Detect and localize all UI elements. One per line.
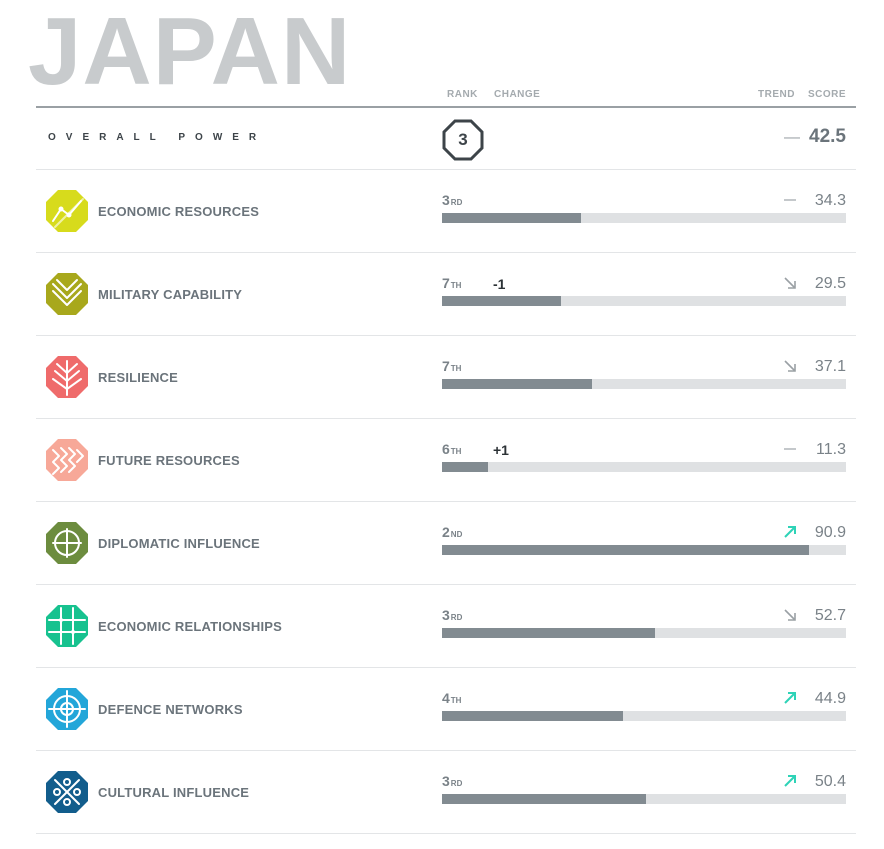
measure-rank: 7TH [442,275,462,291]
overall-rank-badge: 3 [442,119,484,161]
measure-row-resilience[interactable]: RESILIENCE 7TH 37.1 [36,336,856,419]
measure-label: FUTURE RESOURCES [98,453,240,468]
score-bar [442,213,846,223]
measure-rank: 3RD [442,192,463,208]
economic-resources-icon [45,189,89,233]
change-column-header: CHANGE [494,89,541,100]
trend-flat-icon [782,441,798,457]
future-resources-icon [45,438,89,482]
diplomatic-influence-icon [45,521,89,565]
economic-relationships-icon [45,604,89,648]
measure-row-cultural-influence[interactable]: CULTURAL INFLUENCE 3RD 50.4 [36,751,856,834]
measure-row-economic-resources[interactable]: ECONOMIC RESOURCES 3RD 34.3 [36,170,856,253]
score-bar-fill [442,379,592,389]
cultural-influence-icon [45,770,89,814]
trend-column-header: TREND [758,89,795,100]
measure-score: 11.3 [816,441,846,458]
measure-score: 52.7 [814,607,846,624]
measure-rank: 6TH [442,441,462,457]
octagon-badge-icon [442,119,484,161]
rank-suffix: RD [450,613,463,622]
score-bar-fill [442,213,581,223]
resilience-icon [45,355,89,399]
rank-column-header: RANK [447,89,478,100]
measure-row-diplomatic-influence[interactable]: DIPLOMATIC INFLUENCE 2ND 90.9 [36,502,856,585]
measure-row-military-capability[interactable]: MILITARY CAPABILITY 7TH -1 29.5 [36,253,856,336]
rank-suffix: ND [450,530,463,539]
measure-label: MILITARY CAPABILITY [98,287,243,302]
country-title: JAPAN [28,0,352,105]
measure-score: 50.4 [814,773,846,790]
trend-up-icon [782,524,798,540]
score-bar [442,628,846,638]
measure-change: +1 [493,442,509,458]
score-bar [442,296,846,306]
rank-suffix: TH [450,364,462,373]
trend-up-icon [782,773,798,789]
measure-change: -1 [493,276,506,292]
measure-label: ECONOMIC RESOURCES [98,204,260,219]
score-bar-fill [442,462,488,472]
score-bar [442,545,846,555]
trend-down-icon [782,275,798,291]
measure-score: 90.9 [814,524,846,541]
rank-suffix: TH [450,696,462,705]
measure-score: 34.3 [814,192,846,209]
measure-rank: 3RD [442,773,463,789]
header-divider [36,106,856,108]
measure-score: 37.1 [814,358,846,375]
score-bar-fill [442,545,810,555]
overall-power-row[interactable]: OVERALL POWER 3 — 42.5 [36,108,856,170]
measure-rank: 7TH [442,358,462,374]
military-capability-icon [45,272,89,316]
trend-flat-icon [782,192,798,208]
defence-networks-icon [45,687,89,731]
score-bar-fill [442,628,655,638]
score-bar [442,794,846,804]
rank-suffix: TH [450,447,462,456]
overall-rank-value: 3 [458,130,468,149]
score-bar-fill [442,296,562,306]
measure-rank: 4TH [442,690,462,706]
measure-label: DEFENCE NETWORKS [98,702,243,717]
measure-label: DIPLOMATIC INFLUENCE [98,536,260,551]
measure-row-economic-relationships[interactable]: ECONOMIC RELATIONSHIPS 3RD 52.7 [36,585,856,668]
overall-score: 42.5 [809,126,846,147]
score-bar [442,379,846,389]
measure-score: 44.9 [814,690,846,707]
rank-suffix: RD [450,198,463,207]
trend-down-icon [782,607,798,623]
trend-up-icon [782,690,798,706]
overall-power-label: OVERALL POWER [48,132,267,143]
measure-label: RESILIENCE [98,370,179,385]
rank-suffix: TH [450,281,462,290]
score-bar-fill [442,794,646,804]
measure-label: ECONOMIC RELATIONSHIPS [98,619,283,634]
measure-row-future-resources[interactable]: FUTURE RESOURCES 6TH +1 11.3 [36,419,856,502]
measure-rank: 3RD [442,607,463,623]
score-column-header: SCORE [808,89,847,100]
measure-label: CULTURAL INFLUENCE [98,785,250,800]
overall-trend-flat-icon: — [784,129,800,146]
rank-suffix: RD [450,779,463,788]
score-bar-fill [442,711,624,721]
measure-rank: 2ND [442,524,463,540]
score-bar [442,462,846,472]
score-bar [442,711,846,721]
measure-score: 29.5 [814,275,846,292]
measure-row-defence-networks[interactable]: DEFENCE NETWORKS 4TH 44.9 [36,668,856,751]
trend-down-icon [782,358,798,374]
